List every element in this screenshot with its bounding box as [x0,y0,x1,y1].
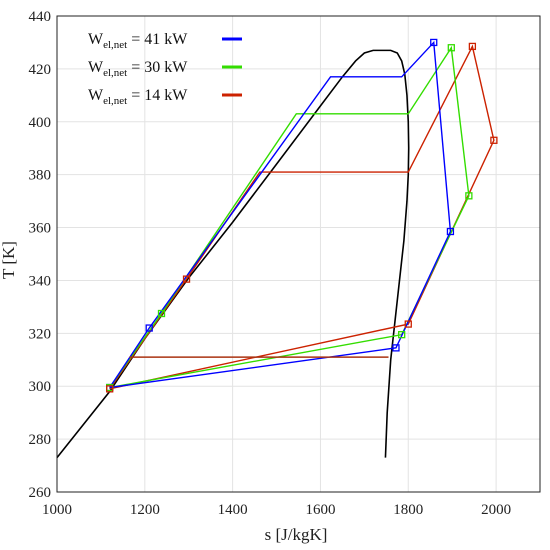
plot-frame [56,15,541,493]
y-tick-label: 300 [29,379,52,395]
state-point-marker [145,324,153,332]
state-point-marker [182,275,191,283]
state-point-marker [490,136,498,144]
state-point-marker [465,192,473,200]
y-tick-label: 360 [29,221,52,237]
x-tick-label: 1800 [393,502,423,518]
state-point-marker [106,385,114,393]
y-tick-label: 280 [29,432,52,448]
x-tick-label: 2000 [481,502,511,518]
x-tick-labels: 1000 1200 1400 1600 1800 2000 [42,502,511,518]
x-tick-label: 1600 [305,502,335,518]
state-point-marker [404,320,412,328]
saturation-dome-line [56,49,410,459]
legend-entry-label: Wel,net = 14 kW [88,87,188,107]
legend: Wel,net = 41 kW Wel,net = 30 kW Wel,net = … [88,31,242,107]
y-tick-label: 340 [29,273,52,289]
legend-entry-label: Wel,net = 30 kW [88,59,188,79]
state-point-marker [392,344,400,352]
y-tick-label: 420 [29,62,52,78]
y-tick-labels: 260 280 300 320 340 360 380 400 420 440 [29,9,52,501]
y-tick-label: 380 [29,168,52,184]
state-point-marker [468,42,477,51]
legend-entry-label: Wel,net = 41 kW [88,31,188,51]
x-tick-label: 1000 [42,502,72,518]
y-tick-label: 400 [29,115,52,131]
state-point-marker [398,331,406,339]
state-markers [106,38,498,393]
state-point-marker [157,309,166,318]
state-point-marker [430,38,438,47]
x-tick-label: 1400 [218,502,248,518]
y-tick-label: 320 [29,326,52,342]
saturation-dome [56,49,410,459]
x-tick-label: 1200 [130,502,160,518]
x-axis-label: s [J/kgK] [265,525,328,544]
state-point-marker [446,227,455,236]
y-axis-label: T [K] [0,241,18,279]
state-point-marker [447,44,455,52]
y-tick-label: 260 [29,485,52,501]
series-line [109,40,452,389]
y-tick-label: 440 [29,9,52,25]
